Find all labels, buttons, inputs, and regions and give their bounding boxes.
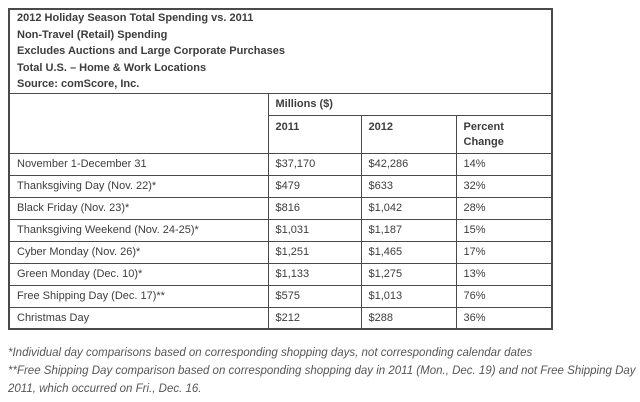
value-2011: $212: [267, 306, 362, 330]
col-header-2011: 2011: [267, 114, 362, 154]
table-title-block: 2012 Holiday Season Total Spending vs. 2…: [8, 8, 553, 94]
value-2012: $288: [360, 306, 457, 330]
value-2012: $1,275: [360, 262, 457, 286]
value-2011: $479: [267, 174, 362, 198]
row-label: Thanksgiving Day (Nov. 22)*: [8, 174, 269, 198]
footnotes: *Individual day comparisons based on cor…: [8, 344, 636, 398]
row-label: Black Friday (Nov. 23)*: [8, 196, 269, 220]
title-row: 2012 Holiday Season Total Spending vs. 2…: [8, 8, 553, 94]
table-row-november-december: November 1-December 31 $37,170 $42,286 1…: [8, 152, 553, 176]
unit-group-header: Millions ($): [267, 92, 553, 116]
table-row-thanksgiving-day: Thanksgiving Day (Nov. 22)* $479 $633 32…: [8, 174, 553, 198]
table-row-free-shipping-day: Free Shipping Day (Dec. 17)** $575 $1,01…: [8, 284, 553, 308]
value-2011: $37,170: [267, 152, 362, 176]
footnote-individual-days: *Individual day comparisons based on cor…: [8, 347, 533, 359]
table-title: 2012 Holiday Season Total Spending vs. 2…: [17, 12, 254, 24]
value-2011: $816: [267, 196, 362, 220]
value-percent-change: 36%: [455, 306, 553, 330]
value-2011: $1,251: [267, 240, 362, 264]
value-2012: $1,187: [360, 218, 457, 242]
row-label: Cyber Monday (Nov. 26)*: [8, 240, 269, 264]
col-header-2012: 2012: [360, 114, 457, 154]
col-header-percent-change: Percent Change: [455, 114, 553, 154]
value-2012: $633: [360, 174, 457, 198]
value-percent-change: 13%: [455, 262, 553, 286]
value-2011: $1,031: [267, 218, 362, 242]
table-row-green-monday: Green Monday (Dec. 10)* $1,133 $1,275 13…: [8, 262, 553, 286]
value-percent-change: 28%: [455, 196, 553, 220]
table-row-cyber-monday: Cyber Monday (Nov. 26)* $1,251 $1,465 17…: [8, 240, 553, 264]
group-header-row: Millions ($): [8, 92, 553, 154]
value-2012: $1,042: [360, 196, 457, 220]
row-label: Free Shipping Day (Dec. 17)**: [8, 284, 269, 308]
table-subtitle-locations: Total U.S. – Home & Work Locations: [17, 61, 207, 74]
value-2011: $575: [267, 284, 362, 308]
table-subtitle-exclusions: Excludes Auctions and Large Corporate Pu…: [17, 45, 285, 57]
value-percent-change: 14%: [455, 152, 553, 176]
value-2012: $1,013: [360, 284, 457, 308]
table-row-christmas-day: Christmas Day $212 $288 36%: [8, 306, 553, 330]
value-percent-change: 15%: [455, 218, 553, 242]
value-percent-change: 76%: [455, 284, 553, 308]
footnote-free-shipping: **Free Shipping Day comparison based on …: [8, 365, 636, 395]
table-subtitle-spending-type: Non-Travel (Retail) Spending: [17, 28, 168, 41]
column-header-row: 2011 2012 Percent Change: [9, 114, 553, 154]
value-percent-change: 32%: [455, 174, 553, 198]
value-2011: $1,133: [267, 262, 362, 286]
value-2012: $42,286: [360, 152, 457, 176]
table-row-thanksgiving-weekend: Thanksgiving Weekend (Nov. 24-25)* $1,03…: [8, 218, 553, 242]
holiday-spending-table: 2012 Holiday Season Total Spending vs. 2…: [8, 8, 554, 330]
table-source: Source: comScore, Inc.: [17, 78, 140, 90]
row-label: Thanksgiving Weekend (Nov. 24-25)*: [8, 218, 269, 242]
row-label: Christmas Day: [8, 306, 269, 330]
row-label: November 1-December 31: [8, 152, 269, 176]
corner-empty-cell: [8, 92, 269, 154]
value-2012: $1,465: [360, 240, 457, 264]
row-label: Green Monday (Dec. 10)*: [8, 262, 269, 286]
table-row-black-friday: Black Friday (Nov. 23)* $816 $1,042 28%: [8, 196, 553, 220]
value-percent-change: 17%: [455, 240, 553, 264]
